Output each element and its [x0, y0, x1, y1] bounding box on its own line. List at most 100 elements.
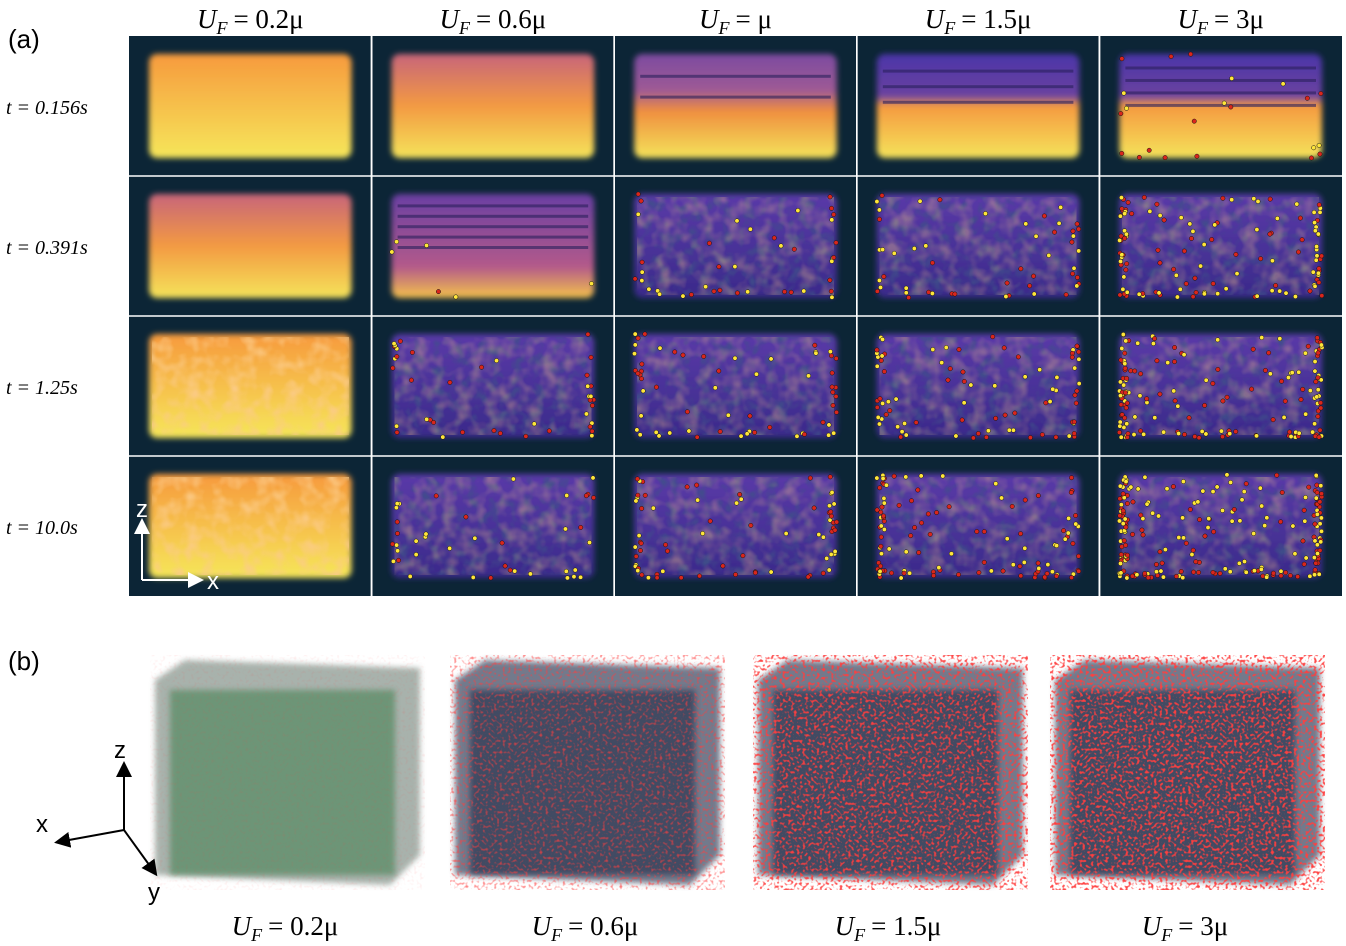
vortex-dot: [1125, 501, 1129, 505]
subscript: F: [853, 925, 866, 945]
vortex-dot: [1148, 209, 1152, 213]
vortex-dot: [986, 429, 990, 433]
subscript: F: [1196, 18, 1209, 38]
value: = μ: [736, 4, 772, 34]
vortex-dot: [828, 195, 832, 199]
vortex-dot: [1207, 516, 1211, 520]
vortex-dot: [1202, 403, 1206, 407]
vortex-dot: [1074, 522, 1078, 526]
vortex-dot: [878, 569, 882, 573]
vortex-dot: [1052, 230, 1056, 234]
vortex-dot: [1019, 574, 1023, 578]
vortex-dot: [663, 543, 667, 547]
field-texture: [1122, 477, 1319, 575]
vortex-lines: [150, 655, 425, 890]
vortex-dot: [634, 554, 638, 558]
vortex-dot: [1076, 569, 1080, 573]
vortex-dot: [830, 295, 834, 299]
vortex-dot: [1300, 237, 1304, 241]
vortex-dot: [1182, 432, 1186, 436]
vortex-dot: [1225, 473, 1229, 477]
vortex-dot: [1032, 292, 1036, 296]
vortex-dot: [702, 354, 706, 358]
vortex-dot: [735, 219, 739, 223]
vortex-dot: [1238, 519, 1242, 523]
vortex-dot: [588, 425, 592, 429]
vortex-dot: [1151, 341, 1155, 345]
vortex-dot: [1131, 500, 1135, 504]
vortex-dot: [503, 564, 507, 568]
vortex-dot: [879, 544, 883, 548]
vortex-dot: [410, 350, 414, 354]
vortex-dot: [879, 551, 883, 555]
vortex-dot: [829, 289, 833, 293]
vortex-dot: [832, 502, 836, 506]
vortex-dot: [563, 527, 567, 531]
vortex-dot: [830, 371, 834, 375]
vortex-dot: [1220, 434, 1224, 438]
column-header: UF= 0.2μ: [232, 911, 339, 945]
vortex-dot: [1118, 497, 1122, 501]
vortex-dot: [961, 370, 965, 374]
vortex-dot: [585, 384, 589, 388]
vortex-dot: [930, 261, 934, 265]
vortex-dot: [1074, 401, 1078, 405]
vortex-dot: [1122, 351, 1126, 355]
vortex-dot: [962, 401, 966, 405]
vortex-dot: [489, 576, 493, 580]
vortex-dot: [941, 474, 945, 478]
vortex-lines: [753, 655, 1028, 890]
vortex-dot: [880, 505, 884, 509]
vortex-dot: [1182, 352, 1186, 356]
vortex-dot: [565, 576, 569, 580]
vortex-dot: [1119, 552, 1123, 556]
vortex-dot: [1019, 267, 1023, 271]
vortex-dot: [590, 429, 594, 433]
vortex-dot: [1309, 156, 1313, 160]
value: = 0.2μ: [233, 4, 303, 34]
vortex-dot: [824, 556, 828, 560]
vortex-dot: [829, 514, 833, 518]
vortex-dot: [1143, 571, 1147, 575]
field-region: [392, 54, 595, 158]
vortex-dot: [639, 414, 643, 418]
vortex-dot: [1031, 274, 1035, 278]
vortex-dot: [1075, 275, 1079, 279]
vortex-dot: [639, 199, 643, 203]
vortex-dot: [1308, 388, 1312, 392]
vortex-dot: [528, 572, 532, 576]
vortex-dot: [1156, 514, 1160, 518]
vortex-dot: [944, 345, 948, 349]
vortex-dot: [584, 412, 588, 416]
vortex-dot: [899, 576, 903, 580]
vortex-dot: [1318, 540, 1322, 544]
vortex-dot: [1319, 529, 1323, 533]
vortex-dot: [1229, 105, 1233, 109]
vortex-dot: [1071, 234, 1075, 238]
field-texture: [880, 477, 1077, 575]
vortex-dot: [1221, 196, 1225, 200]
vortex-dot: [934, 510, 938, 514]
vortex-dot: [962, 379, 966, 383]
cube: [450, 655, 725, 890]
vortex-dot: [1072, 431, 1076, 435]
vortex-dot: [1235, 271, 1239, 275]
vortex-dot: [1282, 415, 1286, 419]
vortex-dot: [1119, 502, 1123, 506]
subscript: F: [215, 18, 228, 38]
vortex-dot: [1184, 541, 1188, 545]
vortex-dot: [1119, 435, 1123, 439]
vortex-dot: [1230, 519, 1234, 523]
vortex-dot: [436, 289, 440, 293]
vortex-dot: [875, 289, 879, 293]
vortex-dot: [1188, 507, 1192, 511]
vortex-dot: [828, 278, 832, 282]
vortex-dot: [827, 568, 831, 572]
vortex-dot: [1154, 562, 1158, 566]
vortex-dot: [806, 575, 810, 579]
vortex-dot: [772, 236, 776, 240]
vortex-dot: [1312, 220, 1316, 224]
vortex-dot: [414, 539, 418, 543]
vortex-dot: [894, 397, 898, 401]
vortex-dot: [1216, 367, 1220, 371]
